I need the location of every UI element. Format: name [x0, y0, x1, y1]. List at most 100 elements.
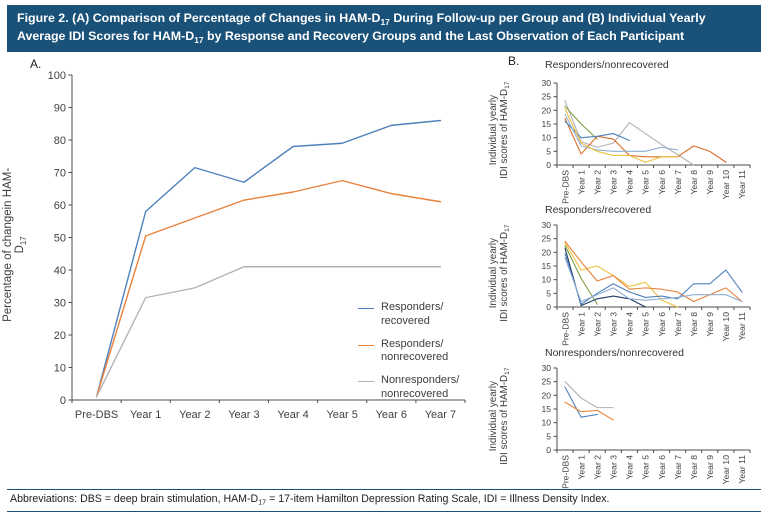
footer-bottom-rule	[7, 511, 761, 512]
svg-text:25: 25	[541, 234, 551, 244]
svg-text:15: 15	[541, 404, 551, 414]
y-axis-label-sub: 17	[504, 224, 512, 232]
svg-text:Year 9: Year 9	[705, 170, 715, 195]
legend-entry-nonresponders-nonrecovered: Nonresponders/ nonrecovered	[358, 374, 459, 402]
svg-text:Year 9: Year 9	[705, 455, 715, 480]
panel-a-y-axis-label-sub: 17	[18, 236, 28, 246]
svg-text:Year 3: Year 3	[609, 455, 619, 480]
svg-text:5: 5	[546, 288, 551, 298]
svg-text:Year 7: Year 7	[425, 409, 456, 421]
panel-a-legend: Responders/ recovered Responders/ nonrec…	[358, 301, 459, 411]
y-axis-label-sub: 17	[504, 81, 512, 89]
svg-text:0: 0	[546, 160, 551, 170]
svg-text:15: 15	[541, 119, 551, 129]
mini-chart-2-y-axis-label: Individual yearly IDI scores of HAM-D17	[488, 207, 512, 339]
svg-text:Year 1: Year 1	[576, 312, 586, 337]
svg-text:5: 5	[546, 146, 551, 156]
svg-text:Year 9: Year 9	[705, 312, 715, 337]
svg-text:90: 90	[54, 102, 66, 114]
svg-text:Year 8: Year 8	[689, 455, 699, 480]
legend-label-line1: Responders/	[381, 337, 444, 350]
y-axis-label-line1: Individual yearly	[487, 237, 499, 309]
svg-text:Year 5: Year 5	[641, 312, 651, 337]
svg-text:Year 2: Year 2	[592, 170, 602, 195]
svg-text:Year 8: Year 8	[689, 312, 699, 337]
svg-text:25: 25	[541, 377, 551, 387]
panel-b-label: B.	[508, 54, 520, 68]
svg-text:Year 10: Year 10	[721, 170, 731, 200]
svg-text:Year 1: Year 1	[576, 170, 586, 195]
svg-text:Year 4: Year 4	[625, 170, 635, 195]
svg-text:Year 7: Year 7	[673, 312, 683, 337]
abbreviations-text: Abbreviations: DBS = deep brain stimulat…	[10, 493, 259, 505]
svg-text:10: 10	[541, 418, 551, 428]
mini-chart-3-y-axis-label: Individual yearly IDI scores of HAM-D17	[488, 350, 512, 482]
svg-text:Pre-DBS: Pre-DBS	[75, 409, 118, 421]
figure-title: Figure 2. (A) Comparison of Percentage o…	[7, 5, 761, 53]
svg-text:Year 11: Year 11	[737, 312, 747, 341]
panel-a-label: A.	[30, 57, 42, 71]
svg-text:Year 1: Year 1	[130, 409, 161, 421]
svg-text:Year 3: Year 3	[609, 312, 619, 337]
svg-text:Year 2: Year 2	[179, 409, 210, 421]
svg-text:Year 1: Year 1	[576, 455, 586, 480]
svg-text:Year 5: Year 5	[326, 409, 357, 421]
panel-a-y-axis-label: Percentage of changein HAM-D17	[2, 166, 28, 324]
y-axis-label-line2: IDI scores of HAM-D17	[499, 207, 512, 339]
legend-swatch-orange	[358, 344, 374, 366]
svg-text:Year 4: Year 4	[625, 455, 635, 480]
abbreviations-sub: 17	[258, 497, 267, 507]
svg-text:25: 25	[541, 92, 551, 102]
svg-text:Year 8: Year 8	[689, 170, 699, 195]
mini-chart-1-title: Responders/nonrecovered	[545, 59, 669, 71]
footer-top-rule	[7, 489, 761, 490]
legend-label: Nonresponders/ nonrecovered	[381, 374, 459, 402]
svg-text:Year 3: Year 3	[228, 409, 259, 421]
legend-label: Responders/ nonrecovered	[381, 338, 448, 366]
legend-label-line2: nonrecovered	[381, 351, 449, 364]
svg-text:20: 20	[541, 247, 551, 257]
svg-text:Year 6: Year 6	[376, 409, 407, 421]
mini-chart-2: 0 5 10 15 20 25 30 Pre-DBS Year 1 Year 2 Year 3 Yea…	[541, 220, 751, 346]
svg-text:0: 0	[546, 302, 551, 312]
svg-text:70: 70	[54, 167, 66, 179]
mini-chart-1-y-axis-label: Individual yearly IDI scores of HAM-D17	[488, 64, 512, 196]
y-axis-label-line2: IDI scores of HAM-D17	[499, 64, 512, 196]
legend-label-line2: nonrecovered	[381, 387, 449, 400]
svg-text:0: 0	[60, 395, 66, 407]
y-axis-label-line2: IDI scores of HAM-D17	[499, 350, 512, 482]
svg-text:Year 5: Year 5	[641, 170, 651, 195]
svg-text:Year 4: Year 4	[277, 409, 308, 421]
svg-text:0: 0	[546, 445, 551, 455]
y-axis-label-text: IDI scores of HAM-D	[499, 88, 511, 179]
abbreviations-text: = 17-item Hamilton Depression Rating Sca…	[266, 493, 610, 505]
figure-title-sub: 17	[194, 35, 204, 45]
svg-text:20: 20	[541, 105, 551, 115]
svg-text:30: 30	[541, 363, 551, 373]
svg-text:60: 60	[54, 200, 66, 212]
svg-text:10: 10	[541, 133, 551, 143]
abbreviations-note: Abbreviations: DBS = deep brain stimulat…	[10, 493, 609, 507]
svg-text:Year 4: Year 4	[625, 312, 635, 337]
svg-text:Year 10: Year 10	[721, 455, 731, 485]
svg-text:Pre-DBS: Pre-DBS	[560, 312, 570, 346]
svg-text:Year 5: Year 5	[641, 455, 651, 480]
svg-text:Year 6: Year 6	[657, 312, 667, 337]
svg-text:Year 7: Year 7	[673, 455, 683, 480]
y-axis-label-text: IDI scores of HAM-D	[499, 231, 511, 322]
legend-entry-responders-recovered: Responders/ recovered	[358, 301, 459, 329]
y-axis-label-sub: 17	[504, 367, 512, 375]
svg-text:Year 6: Year 6	[657, 455, 667, 480]
svg-text:20: 20	[54, 330, 66, 342]
mini-chart-3-title: Nonresponders/nonrecovered	[545, 347, 684, 359]
legend-label-line1: Responders/	[381, 301, 444, 313]
svg-text:Pre-DBS: Pre-DBS	[560, 170, 570, 204]
y-axis-label-line1: Individual yearly	[487, 94, 499, 166]
figure-title-text: by Response and Recovery Groups and the …	[203, 29, 685, 44]
figure-title-text: Figure 2. (A) Comparison of Percentage o…	[17, 11, 381, 25]
svg-text:Year 10: Year 10	[721, 312, 731, 342]
mini-chart-1: 0 5 10 15 20 25 30 Pre-DBS Year 1 Year 2 Year 3 Yea…	[541, 78, 751, 204]
figure-title-text: During Follow-up per Group and (B) Indiv…	[17, 11, 706, 44]
svg-text:50: 50	[54, 232, 66, 244]
